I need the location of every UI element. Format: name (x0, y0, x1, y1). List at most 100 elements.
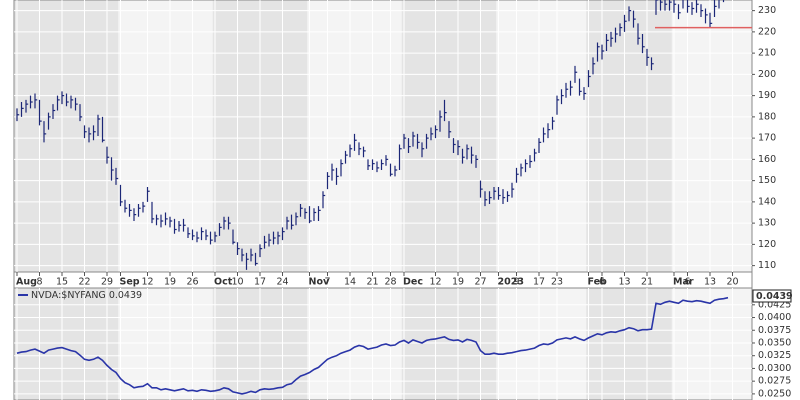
price-bar (295, 212, 299, 226)
price-bar (88, 127, 92, 143)
price-bar (281, 227, 285, 241)
price-bar (574, 65, 578, 83)
price-bar (160, 214, 164, 228)
x-tick-label: Dec (403, 277, 423, 288)
price-bar (83, 125, 87, 139)
x-tick-label: 19 (164, 277, 176, 288)
price-bar (659, 0, 663, 11)
price-bar (322, 191, 326, 209)
price-bar (142, 201, 146, 213)
price-bar (457, 140, 461, 156)
price-bar (682, 0, 684, 9)
price-bar (524, 159, 528, 173)
price-bar (29, 95, 33, 109)
x-tick-label: 13 (704, 277, 716, 288)
price-bar (277, 231, 281, 245)
legend: NVDA:$NYFANG 0.0439 (18, 290, 142, 301)
price-bar (691, 2, 695, 15)
price-bar (646, 48, 650, 66)
price-bar (200, 227, 204, 241)
price-bar (515, 167, 519, 183)
x-tick-label: 14 (344, 277, 356, 288)
y-tick-label: 0.0400 (758, 312, 791, 323)
x-tick-label: Mar (673, 277, 694, 288)
x-tick-label: 6 (684, 277, 690, 288)
price-bar (101, 116, 105, 143)
x-tick-label: 17 (254, 277, 266, 288)
price-bar (430, 127, 434, 141)
price-bar (371, 159, 375, 170)
price-bar (385, 155, 389, 166)
price-bar (326, 172, 330, 190)
price-bar (335, 167, 339, 185)
price-bar (380, 159, 384, 170)
price-bar (412, 131, 416, 147)
price-bar (565, 82, 569, 98)
x-tick-label: 22 (78, 277, 90, 288)
price-bar (443, 99, 447, 122)
price-bar (367, 159, 371, 170)
x-tick-label: 8 (36, 277, 42, 288)
price-bar (398, 144, 402, 170)
price-bar (178, 221, 182, 232)
price-bar (169, 216, 173, 228)
price-bar (722, 0, 725, 3)
x-tick-label: Aug (16, 277, 37, 288)
y-tick-label: 140 (758, 196, 776, 207)
price-bar (205, 229, 209, 241)
price-bar (286, 216, 290, 230)
y-tick-label: 190 (758, 90, 776, 101)
price-bar (214, 231, 218, 243)
x-tick-label: 9 (513, 277, 519, 288)
y-tick-label: 110 (758, 260, 776, 271)
last-value-box (752, 289, 792, 303)
x-tick-label: 7 (324, 277, 330, 288)
price-bar (340, 159, 344, 177)
price-bar (133, 208, 137, 221)
price-bar (223, 216, 227, 230)
price-bar (299, 204, 303, 217)
price-bar (317, 206, 321, 221)
price-bar (254, 252, 258, 266)
price-bar (74, 97, 78, 111)
price-bar (587, 70, 591, 88)
x-tick-label: 23 (551, 277, 563, 288)
price-bar (704, 8, 708, 24)
price-bar (349, 144, 353, 158)
x-tick-label: 12 (429, 277, 441, 288)
price-bar (520, 163, 524, 177)
price-bar (259, 244, 263, 258)
price-bar (236, 242, 240, 255)
price-bar (560, 89, 564, 105)
price-bar (331, 163, 335, 181)
y-tick-label: 130 (758, 218, 776, 229)
price-bar (578, 78, 582, 96)
price-bar (610, 31, 614, 47)
y-tick-label: 210 (758, 48, 776, 59)
price-bar (542, 127, 546, 143)
price-bar (484, 191, 488, 207)
price-bar (110, 157, 114, 181)
x-tick-label: 13 (618, 277, 630, 288)
y-tick-label: 120 (758, 239, 776, 250)
marks (16, 0, 752, 395)
y-tick-label: 220 (758, 26, 776, 37)
price-bar (241, 248, 245, 262)
price-bar (115, 167, 119, 185)
price-bar (421, 142, 425, 158)
price-bar (56, 95, 60, 111)
price-bar (268, 233, 272, 247)
price-bar (511, 182, 515, 198)
price-bar (569, 80, 573, 96)
y-tick-label: 0.0275 (758, 376, 791, 387)
x-tick-label: 20 (726, 277, 738, 288)
price-bar (452, 138, 456, 153)
price-bar (538, 138, 542, 153)
y-tick-label: 0.0325 (758, 350, 791, 361)
price-bar (556, 95, 560, 115)
price-bar (668, 0, 672, 11)
price-bar (304, 208, 308, 219)
price-bar (425, 133, 429, 149)
price-bar (461, 148, 465, 164)
